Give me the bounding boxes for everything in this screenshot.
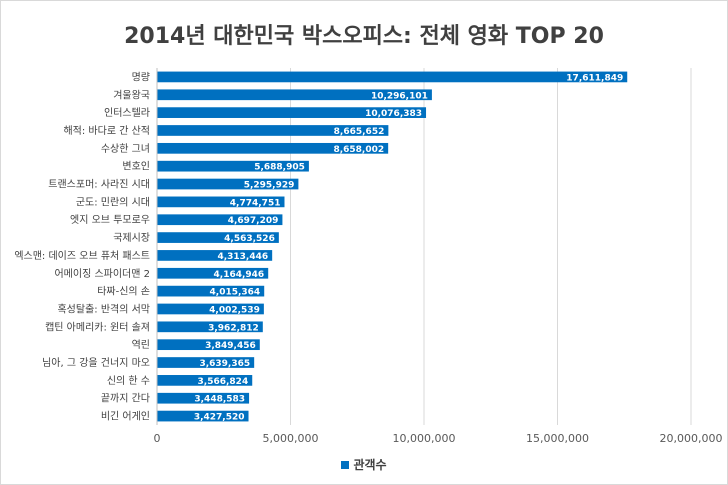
bar bbox=[157, 267, 269, 279]
category-label: 군도: 민란의 시대 bbox=[76, 196, 150, 208]
x-tick-label: 0 bbox=[154, 432, 161, 445]
x-tick-label: 20,000,000 bbox=[660, 432, 723, 445]
data-label: 4,563,526 bbox=[224, 234, 275, 244]
bar bbox=[157, 357, 255, 368]
data-label: 3,639,365 bbox=[199, 359, 250, 369]
data-label: 5,295,929 bbox=[244, 181, 295, 191]
category-label: 트랜스포머: 사라진 시대 bbox=[48, 179, 150, 191]
chart-title: 2014년 대한민국 박스오피스: 전체 영화 TOP 20 bbox=[124, 24, 604, 49]
data-label: 5,688,905 bbox=[254, 163, 305, 173]
data-label: 10,076,383 bbox=[365, 109, 422, 119]
data-label: 3,448,583 bbox=[194, 395, 245, 405]
category-label: 신의 한 수 bbox=[107, 375, 150, 387]
category-label: 타짜-신의 손 bbox=[97, 286, 150, 298]
category-label: 끝까지 간다 bbox=[101, 393, 150, 405]
bar bbox=[157, 285, 265, 297]
bar bbox=[157, 71, 628, 83]
data-label: 17,611,849 bbox=[566, 73, 623, 83]
data-label: 4,015,364 bbox=[210, 288, 261, 298]
bar bbox=[157, 178, 299, 190]
bar bbox=[157, 125, 389, 136]
bar bbox=[157, 142, 389, 154]
bar bbox=[157, 214, 283, 226]
category-label: 비긴 어게인 bbox=[101, 411, 150, 423]
bar bbox=[157, 410, 249, 422]
data-label: 3,962,812 bbox=[208, 323, 259, 333]
bar bbox=[157, 232, 279, 243]
category-label: 변호인 bbox=[122, 161, 150, 173]
category-label: 캡틴 아메리카: 윈터 솔져 bbox=[45, 321, 150, 333]
category-label: 국제시장 bbox=[113, 232, 150, 244]
bar bbox=[157, 160, 309, 172]
category-label: 님아, 그 강을 건너지 마오 bbox=[42, 357, 150, 369]
category-label: 수상한 그녀 bbox=[101, 143, 150, 155]
category-label: 역린 bbox=[132, 339, 150, 351]
data-label: 3,849,456 bbox=[205, 341, 256, 351]
data-label: 8,658,002 bbox=[333, 145, 384, 155]
category-label: 인터스텔라 bbox=[104, 107, 150, 119]
category-label: 혹성탈출: 반격의 서막 bbox=[57, 302, 150, 315]
category-label: 명량 bbox=[132, 71, 150, 83]
data-label: 4,697,209 bbox=[228, 216, 279, 226]
data-label: 4,164,946 bbox=[214, 270, 265, 280]
legend: 관객수 bbox=[0, 456, 728, 473]
category-label: 엑스맨: 데이즈 오브 퓨처 패스트 bbox=[14, 250, 150, 262]
data-label: 3,566,824 bbox=[198, 377, 249, 387]
category-label: 겨울왕국 bbox=[113, 89, 150, 101]
bar bbox=[157, 196, 285, 208]
x-tick-label: 5,000,000 bbox=[263, 432, 319, 445]
bar bbox=[157, 89, 432, 101]
bar bbox=[157, 375, 253, 386]
bar bbox=[157, 392, 250, 404]
category-label: 해적: 바다로 간 산적 bbox=[63, 124, 150, 137]
data-label: 4,774,751 bbox=[230, 198, 281, 208]
data-label: 3,427,520 bbox=[194, 413, 245, 423]
data-label: 10,296,101 bbox=[371, 91, 428, 101]
x-tick-label: 15,000,000 bbox=[526, 432, 589, 445]
bar bbox=[157, 321, 263, 333]
data-label: 4,002,539 bbox=[209, 305, 260, 315]
bar bbox=[157, 339, 260, 351]
legend-swatch bbox=[341, 460, 350, 469]
bar bbox=[157, 250, 273, 261]
category-label: 엣지 오브 투모로우 bbox=[70, 214, 150, 226]
category-label: 어메이징 스파이더맨 2 bbox=[54, 268, 150, 280]
x-tick-label: 10,000,000 bbox=[393, 432, 456, 445]
bar bbox=[157, 107, 427, 118]
legend-label: 관객수 bbox=[353, 458, 387, 472]
data-label: 8,665,652 bbox=[334, 127, 385, 137]
data-label: 4,313,446 bbox=[217, 252, 268, 262]
bar bbox=[157, 303, 264, 315]
